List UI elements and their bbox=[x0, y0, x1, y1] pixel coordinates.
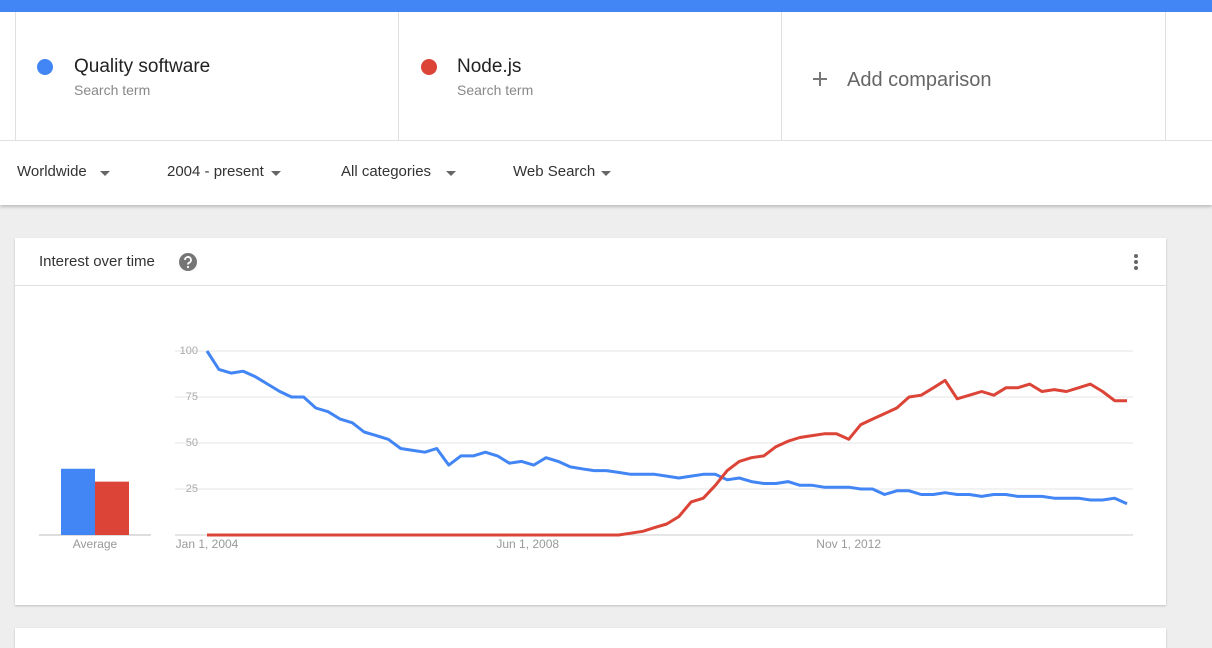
y-tick-label: 50 bbox=[186, 437, 198, 449]
filter[interactable]: 2004 - present bbox=[167, 163, 264, 180]
divider bbox=[0, 140, 1212, 141]
x-tick-label: Nov 1, 2012 bbox=[816, 537, 881, 551]
caret bbox=[100, 171, 110, 176]
add-comparison[interactable]: Add comparison bbox=[847, 69, 992, 91]
term-name: Quality software bbox=[74, 56, 211, 77]
bar-label: Average bbox=[73, 537, 118, 551]
filter[interactable]: Web Search bbox=[513, 163, 596, 180]
y-tick-label: 75 bbox=[186, 391, 198, 403]
x-tick-label: Jan 1, 2004 bbox=[176, 537, 239, 551]
y-tick-label: 100 bbox=[180, 345, 198, 357]
term-dot bbox=[37, 59, 53, 75]
caret bbox=[446, 171, 456, 176]
filter[interactable]: All categories bbox=[341, 163, 432, 180]
plus-icon bbox=[813, 72, 827, 86]
series-line bbox=[205, 350, 1128, 506]
caret bbox=[601, 171, 611, 176]
caret bbox=[271, 171, 281, 176]
divider bbox=[15, 285, 1166, 286]
term-dot bbox=[421, 59, 437, 75]
help-icon[interactable] bbox=[178, 252, 198, 272]
card bbox=[15, 238, 1166, 605]
average-bar bbox=[61, 468, 95, 535]
y-tick-label: 25 bbox=[186, 483, 198, 495]
series-line bbox=[207, 378, 1127, 537]
top-bar bbox=[0, 0, 1212, 12]
term-name: Node.js bbox=[457, 56, 522, 77]
add-cell[interactable] bbox=[781, 12, 1166, 140]
term-type: Search term bbox=[74, 82, 151, 98]
average-bar bbox=[95, 481, 129, 535]
chart: Average 25 50 75 100 Jan 1, 2004 Jun 1, 2008 No… bbox=[39, 345, 1133, 551]
x-tick-label: Jun 1, 2008 bbox=[496, 537, 559, 551]
card-title: Interest over time bbox=[39, 253, 155, 270]
term-cell[interactable] bbox=[398, 12, 781, 140]
term-type: Search term bbox=[457, 82, 534, 98]
term-cell[interactable] bbox=[15, 12, 398, 140]
filter[interactable]: Worldwide bbox=[17, 163, 87, 180]
menu-icon[interactable] bbox=[1130, 252, 1142, 274]
